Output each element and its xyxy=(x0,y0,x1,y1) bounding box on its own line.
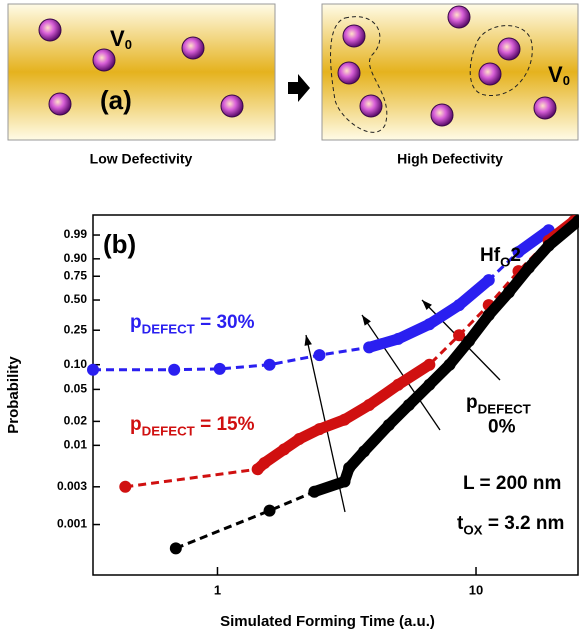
marker xyxy=(543,240,555,252)
y-tick-label: 0.01 xyxy=(64,438,88,452)
marker xyxy=(313,349,325,361)
marker xyxy=(463,335,475,347)
marker xyxy=(358,445,370,457)
x-axis-label: Simulated Forming Time (a.u.) xyxy=(220,613,435,630)
series-label-part: p xyxy=(130,312,142,333)
vacancy xyxy=(39,19,61,41)
y-tick-label: 0.25 xyxy=(64,322,88,336)
vacancy xyxy=(479,63,501,85)
annotation-part: Hf xyxy=(480,245,501,266)
caption: Low Defectivity xyxy=(90,151,193,167)
marker xyxy=(339,414,351,426)
series-label-part: DEFECT xyxy=(142,423,195,438)
marker xyxy=(363,399,375,411)
y-tick-label: 0.90 xyxy=(64,251,88,265)
series-label-part: p xyxy=(466,392,478,413)
marker xyxy=(308,486,320,498)
annotation-part: OX xyxy=(463,522,482,537)
y-tick-label: 0.003 xyxy=(57,479,87,493)
vacancy xyxy=(338,62,360,84)
vacancy xyxy=(182,37,204,59)
arrow-head xyxy=(362,315,371,326)
marker xyxy=(339,475,351,487)
marker xyxy=(170,542,182,554)
marker xyxy=(444,359,456,371)
series-label-part: p xyxy=(130,414,142,435)
y-tick-label: 0.50 xyxy=(64,292,88,306)
series-label: pDEFECT = 15% xyxy=(130,414,255,438)
annotation: tOX = 3.2 nm xyxy=(457,513,564,537)
vacancy xyxy=(498,38,520,60)
vacancy xyxy=(448,6,470,28)
vacancy xyxy=(431,104,453,126)
marker xyxy=(483,274,495,286)
y-axis-label: Probability xyxy=(5,356,22,434)
marker xyxy=(313,423,325,435)
marker xyxy=(392,379,404,391)
vacancy xyxy=(93,49,115,71)
marker xyxy=(483,309,495,321)
series-label-part: DEFECT xyxy=(142,321,195,336)
marker xyxy=(403,399,415,411)
marker xyxy=(343,462,355,474)
marker xyxy=(383,419,395,431)
figure: (a) Low Defectivity High Defectivity V0V… xyxy=(0,0,579,638)
x-tick-label: 1 xyxy=(214,582,221,597)
marker xyxy=(363,341,375,353)
marker xyxy=(119,481,131,493)
y-tick-label: 0.001 xyxy=(57,517,87,531)
marker xyxy=(423,318,435,330)
y-tick-label: 0.05 xyxy=(64,382,88,396)
symbol-part: 0 xyxy=(125,37,132,52)
symbol-part: V xyxy=(110,26,125,51)
y-tick-label: 0.02 xyxy=(64,414,88,428)
annotation-part: = 3.2 nm xyxy=(483,513,565,534)
y-tick-label: 0.75 xyxy=(64,268,88,282)
arrow xyxy=(288,74,310,102)
marker xyxy=(168,364,180,376)
marker xyxy=(214,363,226,375)
marker xyxy=(258,457,270,469)
vacancy xyxy=(360,95,382,117)
vacancy xyxy=(49,93,71,115)
annotation: L = 200 nm xyxy=(463,473,561,494)
vacancy xyxy=(534,97,556,119)
series-label-part: = 15% xyxy=(195,414,255,435)
vacancy xyxy=(221,95,243,117)
marker xyxy=(423,379,435,391)
x-tick-label: 10 xyxy=(469,582,483,597)
marker xyxy=(503,286,515,298)
symbol-part: V xyxy=(548,62,563,87)
marker xyxy=(423,359,435,371)
y-tick-label: 0.10 xyxy=(64,357,88,371)
series-label-part: = 30% xyxy=(195,312,255,333)
marker xyxy=(264,359,276,371)
caption: High Defectivity xyxy=(397,151,503,167)
marker xyxy=(523,262,535,274)
panel-label: (b) xyxy=(103,229,136,259)
schematic: (a) Low Defectivity High Defectivity V0V… xyxy=(8,4,578,167)
marker xyxy=(278,443,290,455)
marker xyxy=(264,505,276,517)
panel-label: (a) xyxy=(100,85,132,115)
series-label: pDEFECT = 30% xyxy=(130,312,255,336)
marker xyxy=(453,299,465,311)
annotation-part: L = 200 nm xyxy=(463,473,561,494)
arrow-head xyxy=(305,335,312,346)
y-tick-label: 0.99 xyxy=(64,227,88,241)
vacancy xyxy=(343,25,365,47)
annotation-part: 2 xyxy=(510,245,521,266)
marker xyxy=(87,364,99,376)
symbol-part: 0 xyxy=(563,73,570,88)
annotation-part: O xyxy=(500,254,510,269)
annotation: HfO2 xyxy=(480,245,521,269)
series-label-part: 0% xyxy=(488,417,516,438)
marker xyxy=(392,333,404,345)
marker xyxy=(293,433,305,445)
series-label-part: DEFECT xyxy=(478,401,531,416)
